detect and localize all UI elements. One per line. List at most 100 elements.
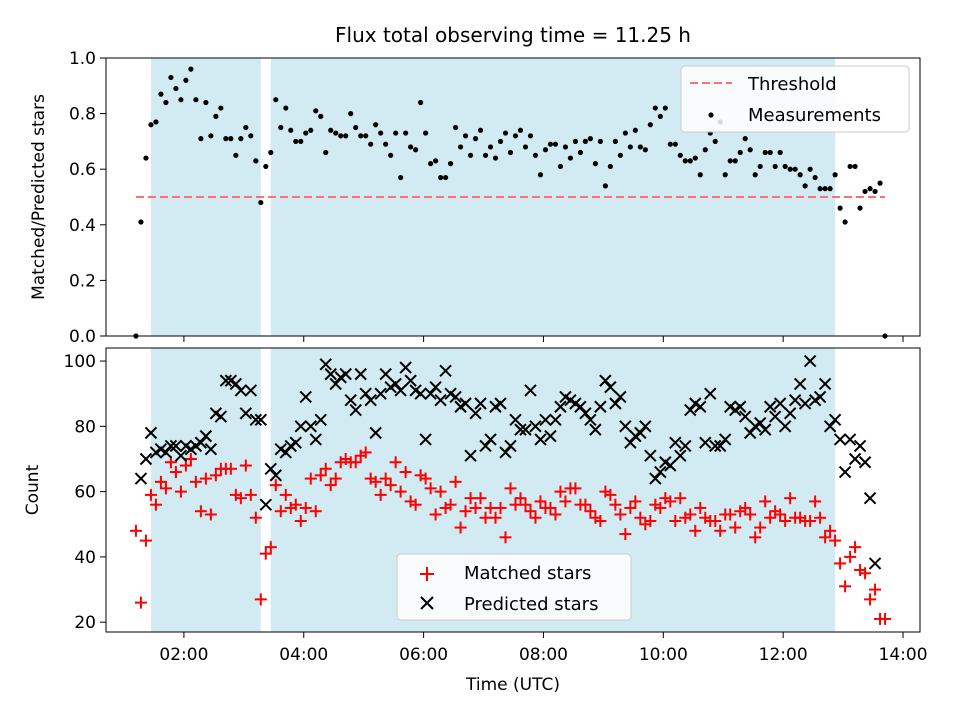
matched-star-point xyxy=(239,459,252,472)
matched-star-point xyxy=(384,479,397,492)
measurement-point xyxy=(398,174,404,181)
matched-star-point xyxy=(449,475,462,488)
predicted-star-point xyxy=(234,384,248,397)
predicted-star-point xyxy=(499,446,512,459)
matched-star-point xyxy=(199,472,212,485)
bottom-y-axis: 20 40 60 80 100 xyxy=(64,352,106,633)
measurement-point xyxy=(817,186,823,192)
measurement-point xyxy=(408,144,414,150)
measurement-point xyxy=(178,97,184,103)
predicted-star-point xyxy=(674,449,687,462)
measurement-point xyxy=(308,127,314,133)
measurement-point xyxy=(278,124,284,131)
predicted-star-point xyxy=(414,387,427,400)
predicted-star-point xyxy=(574,400,587,413)
matched-star-point xyxy=(289,498,302,511)
predicted-star-point xyxy=(604,380,617,394)
measurement-point xyxy=(852,163,858,170)
matched-star-point xyxy=(499,531,512,544)
predicted-star-point xyxy=(768,410,782,423)
predicted-star-point xyxy=(509,413,522,427)
bottom-x-axis: 02:00 04:00 06:00 08:00 10:00 12:00 14:00 xyxy=(159,632,928,665)
predicted-star-point xyxy=(828,413,842,427)
predicted-star-point xyxy=(669,436,682,449)
predicted-star-point xyxy=(419,433,432,446)
matched-star-point xyxy=(619,528,632,541)
matched-star-point xyxy=(134,596,147,609)
matched-star-point xyxy=(259,547,272,560)
predicted-star-point xyxy=(134,472,148,485)
matched-star-point xyxy=(264,541,277,554)
measurement-point xyxy=(677,152,683,158)
predicted-star-point xyxy=(589,423,602,436)
matched-star-point xyxy=(844,550,857,563)
measurement-point xyxy=(378,130,384,136)
predicted-star-point xyxy=(494,397,507,410)
matched-star-point xyxy=(494,501,507,514)
matched-star-point xyxy=(129,524,142,537)
measurement-point xyxy=(507,149,514,156)
measurement-point xyxy=(333,130,339,136)
predicted-star-point xyxy=(314,413,327,427)
measurement-point xyxy=(218,105,224,111)
predicted-star-point xyxy=(229,377,243,391)
predicted-star-point xyxy=(204,442,218,456)
measurement-point xyxy=(388,152,394,158)
measurement-point xyxy=(168,74,174,81)
predicted-star-point xyxy=(753,416,767,430)
x-tick-label: 14:00 xyxy=(879,645,928,665)
measurement-point xyxy=(797,172,803,178)
matched-star-point xyxy=(504,482,517,495)
predicted-star-point xyxy=(394,384,407,397)
measurement-point xyxy=(268,149,274,156)
predicted-star-point xyxy=(534,433,547,446)
predicted-star-point xyxy=(838,465,852,479)
predicted-star-point xyxy=(459,397,472,410)
predicted-star-point xyxy=(714,439,727,453)
measurement-point xyxy=(248,133,254,139)
measurement-point xyxy=(807,166,813,172)
measurement-point xyxy=(368,141,374,147)
predicted-star-point xyxy=(344,394,357,407)
predicted-star-point xyxy=(549,413,562,427)
predicted-star-point xyxy=(194,436,208,449)
legend-predicted-label: Predicted stars xyxy=(464,594,598,615)
measurement-point xyxy=(437,174,444,181)
predicted-star-point xyxy=(519,423,532,436)
matched-star-point xyxy=(144,488,157,501)
measurement-point xyxy=(792,166,798,172)
legend-measurements-label: Measurements xyxy=(748,105,881,126)
bottom-legend: Matched stars Predicted stars xyxy=(396,553,632,621)
predicted-star-point xyxy=(144,426,158,440)
predicted-star-point xyxy=(848,452,862,466)
predicted-star-point xyxy=(858,456,872,469)
measurement-point xyxy=(193,97,199,103)
measurement-point xyxy=(617,152,623,158)
matched-star-point xyxy=(629,495,642,508)
predicted-star-point xyxy=(649,472,662,485)
measurement-point xyxy=(298,138,304,144)
predicted-star-point xyxy=(429,380,442,394)
measurement-point xyxy=(428,161,434,167)
measurement-point xyxy=(812,174,818,181)
matched-star-point xyxy=(389,456,402,469)
bottom-plot-frame xyxy=(105,347,921,633)
measurement-point xyxy=(243,124,249,131)
matched-star-point xyxy=(324,479,337,492)
bottom-y-label: Count xyxy=(23,464,43,515)
measurement-point xyxy=(552,141,559,147)
matched-star-point xyxy=(669,515,682,528)
matched-star-point xyxy=(739,501,752,514)
predicted-star-point xyxy=(299,390,312,404)
predicted-star-point xyxy=(434,394,447,407)
predicted-star-point xyxy=(624,436,637,449)
matched-star-point xyxy=(644,515,657,528)
matched-star-point xyxy=(584,505,597,518)
measurement-point xyxy=(153,119,159,125)
measurement-point xyxy=(423,130,429,136)
measurement-point xyxy=(637,144,643,150)
predicted-star-point xyxy=(404,374,417,387)
predicted-star-point xyxy=(773,397,787,410)
predicted-star-point xyxy=(354,367,367,381)
measurement-point xyxy=(303,130,309,136)
